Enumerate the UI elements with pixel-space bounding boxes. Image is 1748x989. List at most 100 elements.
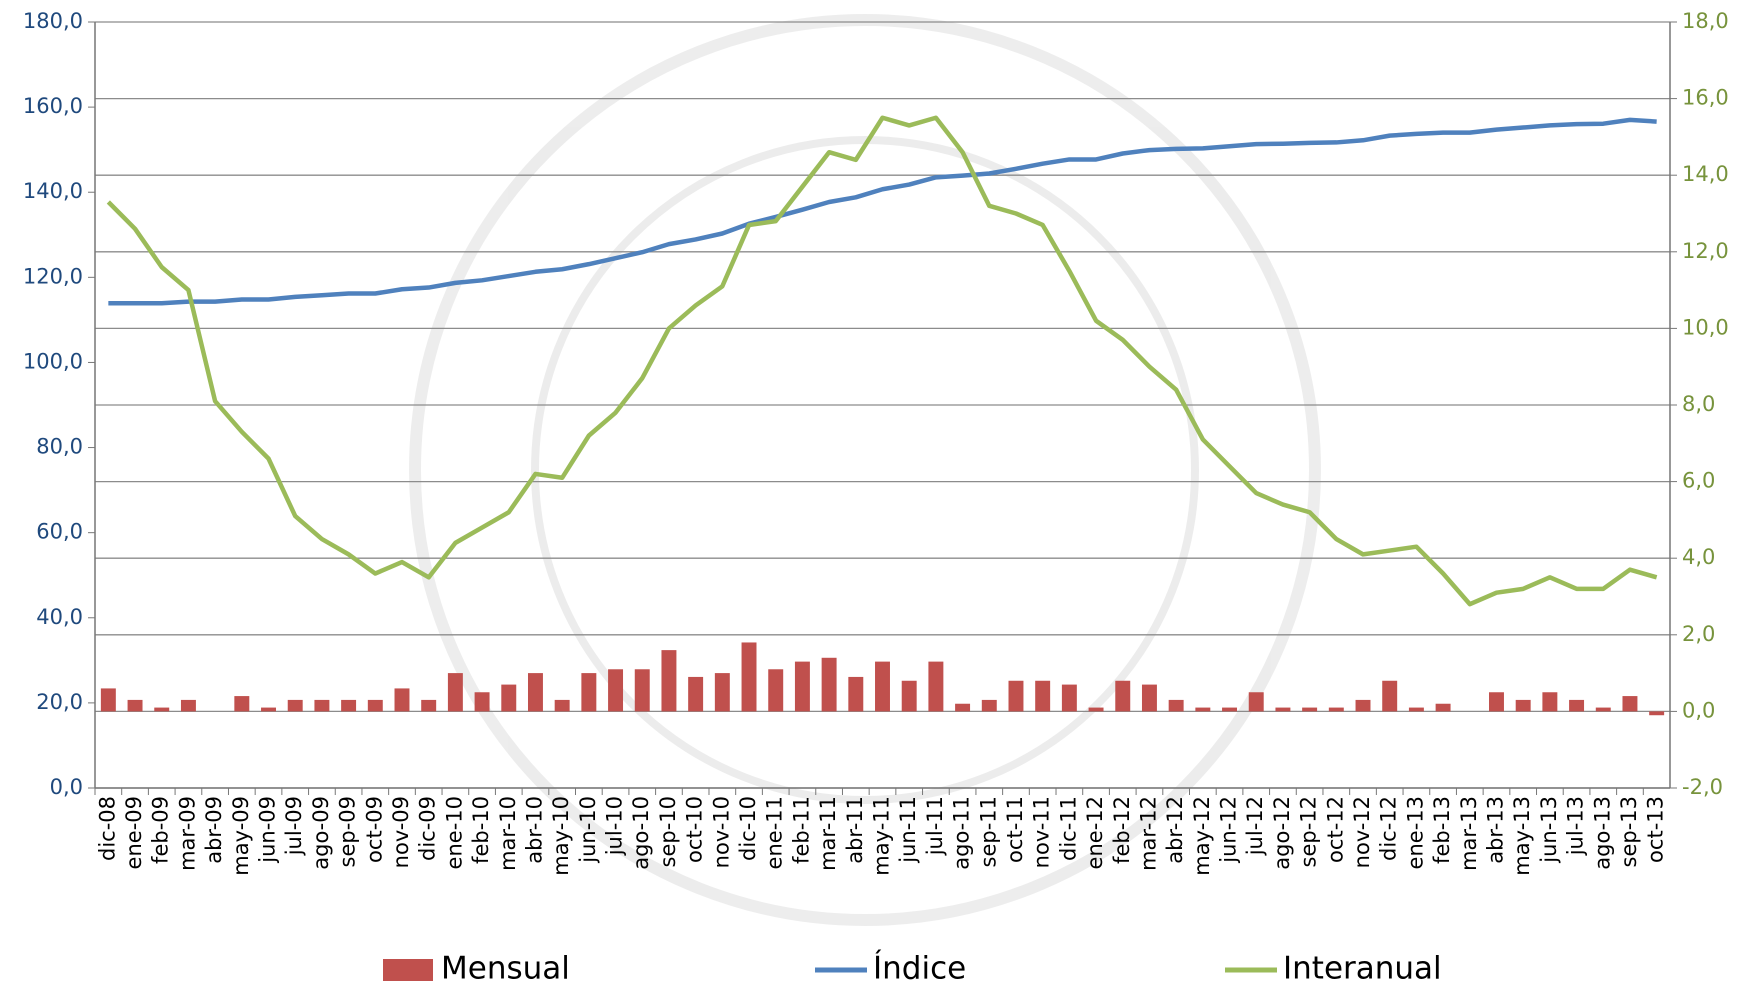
bar [1035, 680, 1051, 712]
x-tick-label: sep-10 [656, 796, 680, 868]
x-tick-label: abr-12 [1163, 796, 1187, 864]
y-tick-label: 80,0 [36, 435, 83, 459]
x-tick-label: feb-13 [1430, 796, 1454, 864]
y2-tick-label: -2,0 [1682, 775, 1723, 799]
x-tick-label: nov-10 [709, 796, 733, 868]
x-tick-label: mar-10 [496, 796, 520, 871]
bar [100, 688, 116, 712]
bar [527, 673, 543, 712]
y2-tick-label: 18,0 [1682, 9, 1729, 33]
bar [1222, 707, 1238, 712]
y-tick-label: 100,0 [23, 349, 83, 373]
x-tick-label: feb-12 [1110, 796, 1134, 864]
x-tick-label: jun-13 [1537, 796, 1561, 864]
bar [955, 703, 971, 712]
x-tick-label: mar-12 [1136, 796, 1160, 871]
x-tick-label: oct-13 [1644, 796, 1668, 863]
y-tick-label: 160,0 [23, 94, 83, 118]
legend-label: Índice [873, 951, 966, 987]
x-tick-label: nov-12 [1350, 796, 1374, 868]
y2-tick-label: 10,0 [1682, 315, 1729, 339]
x-tick-label: may-11 [870, 796, 894, 876]
bar [314, 699, 330, 712]
x-tick-label: ene-10 [442, 796, 466, 869]
bar [1515, 699, 1531, 712]
y-tick-label: 120,0 [23, 264, 83, 288]
x-tick-label: may-13 [1510, 796, 1534, 876]
x-tick-label: feb-09 [149, 796, 173, 864]
line [106, 115, 1658, 607]
bar [1328, 707, 1344, 712]
bar [981, 699, 997, 712]
x-tick-label: abr-11 [843, 796, 867, 864]
bar [768, 669, 784, 712]
bar [1569, 699, 1585, 712]
bar [1088, 707, 1104, 712]
y2-tick-label: 6,0 [1682, 469, 1715, 493]
watermark [409, 14, 1321, 926]
bar [261, 707, 276, 712]
x-tick-label: ago-11 [950, 796, 974, 870]
x-tick-label: jul-10 [603, 796, 627, 856]
x-tick-label: feb-11 [789, 796, 813, 864]
y-tick-label: 60,0 [36, 520, 83, 544]
line [108, 117, 1657, 306]
y-tick-label: 20,0 [36, 690, 83, 714]
bar [661, 650, 677, 712]
legend-label: Interanual [1283, 951, 1442, 987]
bar [554, 699, 570, 712]
bar [1115, 680, 1131, 712]
x-tick-label: jun-12 [1217, 796, 1241, 864]
bar [127, 699, 143, 712]
bar [1302, 707, 1318, 712]
bar [1275, 707, 1291, 712]
bar [741, 642, 757, 712]
x-tick-label: oct-10 [683, 796, 707, 863]
bar [1595, 707, 1611, 712]
x-tick-label: mar-11 [816, 796, 840, 871]
x-tick-label: may-09 [229, 796, 253, 876]
y2-tick-label: 2,0 [1682, 622, 1715, 646]
bar [901, 680, 917, 712]
x-tick-label: ago-09 [309, 796, 333, 870]
x-tick-label: abr-10 [522, 796, 546, 864]
bar [234, 696, 250, 712]
bar [821, 657, 837, 712]
x-tick-label: oct-12 [1323, 796, 1347, 863]
x-tick-label: ene-13 [1403, 796, 1427, 869]
x-tick-label: abr-13 [1483, 796, 1507, 864]
bar [848, 676, 864, 712]
x-tick-label: ene-12 [1083, 796, 1107, 869]
x-tick-label: dic-10 [736, 796, 760, 861]
x-tick-label: jul-09 [282, 796, 306, 856]
x-tick-label: jun-09 [256, 796, 280, 864]
x-tick-label: ene-09 [122, 796, 146, 869]
x-tick-label: feb-10 [469, 796, 493, 864]
x-tick-label: ago-13 [1590, 796, 1614, 870]
x-tick-label: jul-11 [923, 796, 947, 856]
x-tick-label: ago-12 [1270, 796, 1294, 870]
y-tick-label: 40,0 [36, 605, 83, 629]
bar [1248, 692, 1264, 712]
x-tick-label: nov-09 [389, 796, 413, 868]
bar [341, 699, 357, 712]
x-tick-label: jun-10 [576, 796, 600, 864]
x-tick-label: oct-11 [1003, 796, 1027, 863]
bar [1168, 699, 1184, 712]
x-tick-label: sep-09 [336, 796, 360, 868]
y2-tick-label: 0,0 [1682, 698, 1715, 722]
bar [1489, 692, 1504, 712]
bar [794, 661, 810, 712]
bar [928, 661, 944, 712]
bar [421, 699, 437, 712]
x-tick-label: sep-13 [1617, 796, 1641, 868]
bar [1542, 692, 1558, 712]
x-tick-label: jul-13 [1564, 796, 1588, 856]
y2-tick-label: 8,0 [1682, 392, 1715, 416]
bar [154, 707, 170, 712]
legend-swatch [383, 959, 433, 981]
bar [634, 669, 650, 712]
legend-label: Mensual [441, 951, 570, 987]
bar [1355, 699, 1371, 712]
bar [688, 676, 704, 712]
